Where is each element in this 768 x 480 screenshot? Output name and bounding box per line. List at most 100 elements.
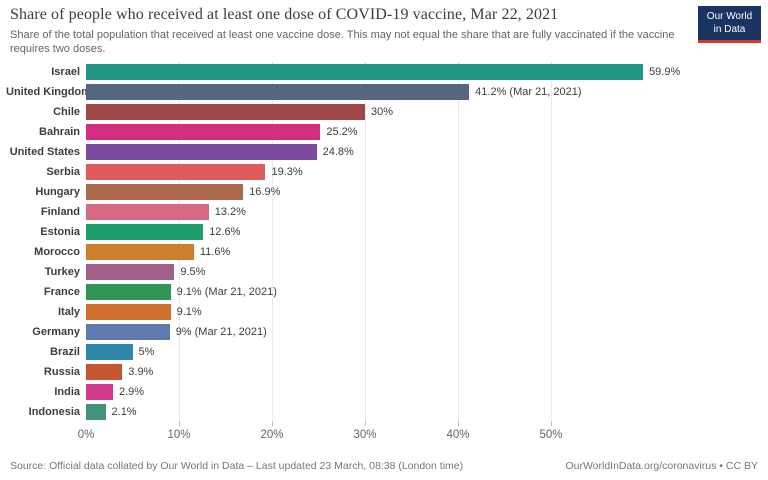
bar-row[interactable]: Finland 13.2% bbox=[6, 202, 766, 222]
bar-track: 25.2% bbox=[86, 124, 766, 140]
bar-track: 11.6% bbox=[86, 244, 766, 260]
bar[interactable] bbox=[86, 124, 321, 140]
country-label: Estonia bbox=[40, 226, 80, 238]
plot-area: 0% 10% 20% 30% 40% 50% bbox=[78, 62, 646, 441]
gridline bbox=[365, 62, 366, 422]
bar-row[interactable]: India 2.9% bbox=[6, 382, 766, 402]
owid-link[interactable]: OurWorldInData.org/coronavirus • CC BY bbox=[565, 460, 758, 472]
axis-tick-label: 0% bbox=[77, 429, 95, 441]
bar[interactable] bbox=[86, 224, 204, 240]
bar-track: 16.9% bbox=[86, 184, 766, 200]
bar-track: 41.2% (Mar 21, 2021) bbox=[86, 84, 766, 100]
bar-row[interactable]: Bahrain 25.2% bbox=[6, 122, 766, 142]
bar-track: 19.3% bbox=[86, 164, 766, 180]
bar[interactable] bbox=[86, 164, 266, 180]
bar-track: 3.9% bbox=[86, 364, 766, 380]
value-label: 9.5% bbox=[180, 266, 206, 278]
bar[interactable] bbox=[86, 184, 244, 200]
owid-logo-line2: in Data bbox=[713, 23, 746, 35]
value-label: 9% (Mar 21, 2021) bbox=[175, 326, 267, 338]
bar-track: 9.1% (Mar 21, 2021) bbox=[86, 284, 766, 300]
bar-track: 5% bbox=[86, 344, 766, 360]
country-label: Chile bbox=[53, 106, 80, 118]
bar-row[interactable]: Germany 9% (Mar 21, 2021) bbox=[6, 322, 766, 342]
bar-row[interactable]: United States 24.8% bbox=[6, 142, 766, 162]
bar-row[interactable]: Chile 30% bbox=[6, 102, 766, 122]
bar[interactable] bbox=[86, 144, 317, 160]
chart-footer: Source: Official data collated by Our Wo… bbox=[10, 460, 758, 472]
bar-track: 30% bbox=[86, 104, 766, 120]
bar[interactable] bbox=[86, 304, 171, 320]
value-label: 5% bbox=[138, 346, 155, 358]
bar[interactable] bbox=[86, 244, 194, 260]
bar-row[interactable]: Brazil 5% bbox=[6, 342, 766, 362]
bar-row[interactable]: Estonia 12.6% bbox=[6, 222, 766, 242]
bar-row[interactable]: Russia 3.9% bbox=[6, 362, 766, 382]
bar-track: 24.8% bbox=[86, 144, 766, 160]
bar[interactable] bbox=[86, 364, 123, 380]
bar-row[interactable]: Israel 59.9% bbox=[6, 62, 766, 82]
gridline bbox=[551, 62, 552, 422]
bar[interactable] bbox=[86, 384, 113, 400]
bar-row[interactable]: Turkey 9.5% bbox=[6, 262, 766, 282]
bar-rows: Israel 59.9% United Kingdom 41.2% (Mar 2… bbox=[6, 62, 766, 422]
gridline bbox=[458, 62, 459, 422]
axis-tick-label: 20% bbox=[260, 429, 284, 441]
axis-tick bbox=[551, 422, 552, 426]
bar-row[interactable]: United Kingdom 41.2% (Mar 21, 2021) bbox=[6, 82, 766, 102]
bar-track: 2.9% bbox=[86, 384, 766, 400]
axis-tick bbox=[365, 422, 366, 426]
country-label: India bbox=[54, 386, 80, 398]
bar[interactable] bbox=[86, 264, 175, 280]
value-label: 13.2% bbox=[214, 206, 246, 218]
country-label: Israel bbox=[51, 66, 80, 78]
value-label: 41.2% (Mar 21, 2021) bbox=[475, 86, 582, 98]
value-label: 24.8% bbox=[322, 146, 354, 158]
value-label: 2.1% bbox=[111, 406, 137, 418]
value-label: 59.9% bbox=[649, 66, 681, 78]
value-label: 3.9% bbox=[128, 366, 154, 378]
bar[interactable] bbox=[86, 344, 133, 360]
bar[interactable] bbox=[86, 104, 365, 120]
value-label: 9.1% bbox=[176, 306, 202, 318]
value-label: 16.9% bbox=[249, 186, 281, 198]
axis-tick-label: 40% bbox=[446, 429, 470, 441]
country-label: Turkey bbox=[44, 266, 80, 278]
gridline bbox=[179, 62, 180, 422]
owid-logo[interactable]: Our World in Data bbox=[698, 6, 761, 43]
value-label: 2.9% bbox=[118, 386, 145, 398]
bar-track: 9% (Mar 21, 2021) bbox=[86, 324, 766, 340]
country-label: Morocco bbox=[34, 246, 80, 258]
bar-track: 9.1% bbox=[86, 304, 766, 320]
bar[interactable] bbox=[86, 64, 644, 80]
country-label: Finland bbox=[40, 206, 80, 218]
bar[interactable] bbox=[86, 284, 171, 300]
axis-tick bbox=[179, 422, 180, 426]
bar-row[interactable]: Indonesia 2.1% bbox=[6, 402, 766, 422]
country-label: United States bbox=[9, 146, 80, 158]
source-note: Source: Official data collated by Our Wo… bbox=[10, 460, 464, 472]
country-label: France bbox=[43, 286, 80, 298]
bar[interactable] bbox=[86, 324, 170, 340]
axis-tick-label: 50% bbox=[539, 429, 563, 441]
country-label: Brazil bbox=[50, 346, 80, 358]
bar-track: 9.5% bbox=[86, 264, 766, 280]
bar[interactable] bbox=[86, 404, 106, 420]
bar[interactable] bbox=[86, 204, 209, 220]
bar-row[interactable]: Morocco 11.6% bbox=[6, 242, 766, 262]
bar-row[interactable]: Italy 9.1% bbox=[6, 302, 766, 322]
gridline bbox=[272, 62, 273, 422]
bar[interactable] bbox=[86, 84, 470, 100]
axis-tick-label: 10% bbox=[167, 429, 191, 441]
chart-subtitle: Share of the total population that recei… bbox=[10, 29, 675, 56]
country-label: United Kingdom bbox=[6, 86, 91, 98]
bar-row[interactable]: France 9.1% (Mar 21, 2021) bbox=[6, 282, 766, 302]
bar-row[interactable]: Serbia 19.3% bbox=[6, 162, 766, 182]
chart-title: Share of people who received at least on… bbox=[10, 6, 559, 23]
value-label: 25.2% bbox=[326, 126, 358, 138]
country-label: Serbia bbox=[46, 166, 80, 178]
axis-tick bbox=[272, 422, 273, 426]
country-label: Bahrain bbox=[39, 126, 80, 138]
value-label: 19.3% bbox=[271, 166, 303, 178]
bar-row[interactable]: Hungary 16.9% bbox=[6, 182, 766, 202]
